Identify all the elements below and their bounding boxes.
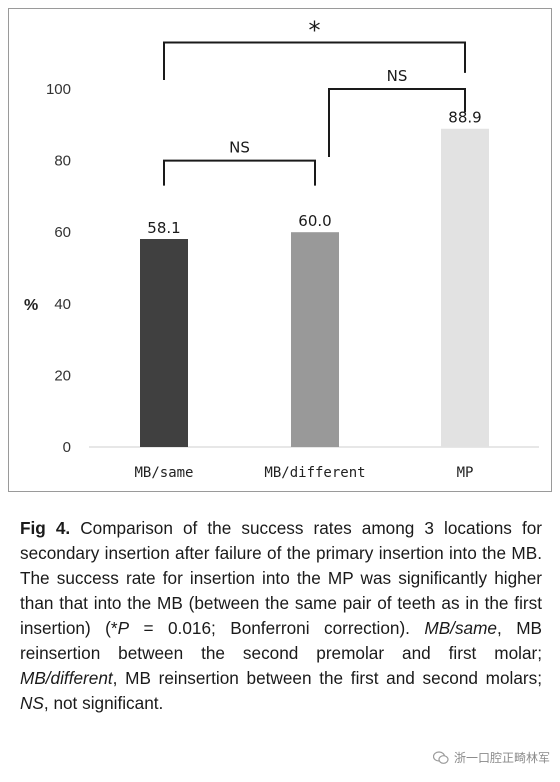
y-tick-label: 0 <box>63 439 71 456</box>
bar-chart: 0 20 40 60 80 100 58.1 60.0 88.9 MB/same MB/diff… <box>24 16 539 481</box>
figure-caption: Fig 4. Comparison of the success rates a… <box>20 516 542 716</box>
y-tick-label: 20 <box>54 367 71 384</box>
watermark-text: 浙一口腔正畸林军 <box>453 751 550 765</box>
significance-ns-label: NS <box>387 67 408 85</box>
caption-text-1: Comparison of the success rates among 3 … <box>20 518 542 638</box>
significance-brackets: NS NS * <box>163 16 466 186</box>
significance-bracket <box>328 88 466 158</box>
significance-bracket <box>163 41 466 81</box>
bar-mb-different <box>291 232 339 447</box>
caption-p-symbol: P <box>117 618 130 638</box>
caption-star: * <box>110 618 118 638</box>
value-label: 58.1 <box>147 219 180 237</box>
value-label: 60.0 <box>298 212 331 230</box>
figure-number: Fig 4. <box>20 518 71 538</box>
significance-bracket <box>163 159 316 186</box>
category-label: MB/same <box>134 465 193 481</box>
y-tick-label: 100 <box>46 81 71 98</box>
y-axis-label: % <box>24 297 38 314</box>
caption-abbr-ns: NS <box>20 693 44 713</box>
caption-text-2: = 0.016; Bonferroni correction). <box>129 618 425 638</box>
caption-text-5: , not significant. <box>43 693 164 713</box>
watermark: 浙一口腔正畸林军 <box>432 749 550 766</box>
category-label: MB/different <box>264 465 365 481</box>
caption-abbr-mb-different: MB/different <box>20 668 113 688</box>
value-labels: 58.1 60.0 88.9 <box>147 109 481 237</box>
bars <box>140 128 489 447</box>
value-label: 88.9 <box>448 109 481 127</box>
category-labels: MB/same MB/different MP <box>134 465 473 481</box>
y-tick-label: 60 <box>54 224 71 241</box>
significance-ns-label: NS <box>229 139 250 157</box>
bar-mb-same <box>140 239 188 447</box>
caption-abbr-mb-same: MB/same <box>424 618 497 638</box>
y-tick-label: 80 <box>54 153 71 170</box>
bar-mp <box>441 128 489 447</box>
category-label: MP <box>457 465 474 481</box>
significance-star: * <box>309 16 321 44</box>
caption-text-4: , MB reinsertion between the first and s… <box>112 668 542 688</box>
caption-text-3: , MB reinsertion between the second prem… <box>20 618 542 663</box>
y-tick-label: 40 <box>54 296 71 313</box>
chart-frame: 0 20 40 60 80 100 58.1 60.0 88.9 MB/same MB/diff… <box>8 8 552 492</box>
wechat-icon <box>432 750 449 764</box>
